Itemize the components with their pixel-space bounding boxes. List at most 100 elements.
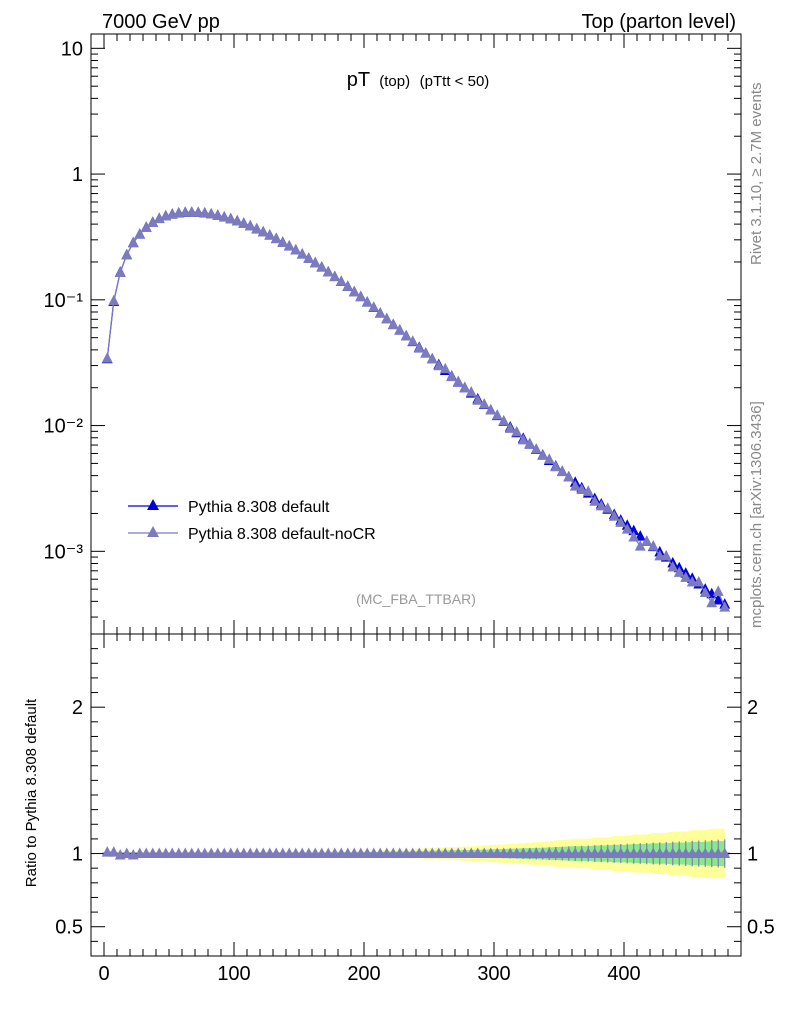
- point-nocr: [238, 217, 250, 228]
- point-nocr: [114, 266, 126, 278]
- point-default: [634, 530, 646, 541]
- legend: Pythia 8.308 default Pythia 8.308 defaul…: [128, 499, 376, 543]
- point-nocr: [127, 236, 139, 248]
- x-tick-label: 0: [98, 963, 109, 985]
- point-nocr: [394, 323, 406, 335]
- header-left: 7000 GeV pp: [102, 11, 220, 33]
- point-nocr: [498, 414, 510, 426]
- point-nocr: [615, 516, 627, 527]
- point-nocr: [699, 586, 711, 598]
- point-nocr: [478, 398, 490, 409]
- x-tick-label: 300: [477, 963, 510, 985]
- main-panel: 10 1 10⁻¹ 10⁻² 10⁻³: [44, 33, 742, 635]
- point-nocr: [530, 443, 542, 454]
- plot-title-main: pT: [347, 69, 370, 91]
- point-nocr: [387, 318, 399, 330]
- point-nocr: [257, 225, 269, 237]
- legend-label-nocr: Pythia 8.308 default-noCR: [188, 526, 376, 543]
- point-nocr: [374, 307, 386, 318]
- point-nocr: [205, 207, 217, 219]
- point-nocr: [192, 206, 204, 217]
- point-nocr: [355, 290, 367, 302]
- point-nocr: [576, 483, 588, 495]
- point-nocr: [361, 296, 373, 307]
- point-nocr: [244, 219, 256, 231]
- analysis-tag: (MC_FBA_TTBAR): [356, 591, 476, 607]
- plot-title-sub2: (pTtt < 50): [420, 73, 490, 90]
- point-nocr: [212, 209, 224, 220]
- point-nocr: [381, 312, 393, 324]
- point-nocr: [680, 571, 692, 582]
- point-nocr: [543, 453, 555, 464]
- point-nocr: [511, 425, 523, 437]
- point-nocr: [270, 232, 282, 244]
- point-nocr: [400, 329, 412, 341]
- y-tick-label: 10⁻²: [44, 416, 84, 438]
- point-default: [712, 594, 724, 605]
- point-nocr: [706, 596, 718, 608]
- point-nocr: [251, 222, 263, 234]
- point-nocr: [712, 585, 724, 596]
- point-nocr: [348, 285, 360, 297]
- point-nocr: [667, 561, 679, 572]
- point-nocr: [309, 256, 321, 268]
- plot-title: pT (top) (pTtt < 50): [347, 69, 490, 91]
- point-nocr: [556, 465, 568, 477]
- legend-label-default: Pythia 8.308 default: [188, 499, 330, 516]
- mcplots-label: mcplots.cern.ch [arXiv:1306.3436]: [748, 401, 765, 628]
- point-nocr: [329, 270, 341, 282]
- ratio-frame: [90, 633, 742, 957]
- point-nocr: [472, 394, 484, 405]
- point-nocr: [368, 301, 380, 312]
- ratio-tick-label-left: 1: [72, 844, 83, 866]
- ratio-tick-label-left: 2: [72, 697, 83, 719]
- ratio-panel: 2 2 1 1 0.5 0.5 0 100 200 300 400: [55, 633, 775, 985]
- point-nocr: [465, 385, 477, 397]
- plot-title-sub1: (top): [379, 73, 410, 90]
- point-nocr: [303, 252, 315, 263]
- ratio-tick-label-right: 0.5: [747, 917, 775, 939]
- point-nocr: [491, 409, 503, 420]
- point-nocr: [673, 566, 685, 577]
- y-tick-label: 10: [61, 38, 83, 60]
- point-nocr: [283, 239, 295, 251]
- point-nocr: [647, 540, 659, 551]
- point-nocr: [504, 422, 516, 433]
- point-nocr: [693, 576, 705, 587]
- point-nocr: [316, 261, 328, 272]
- y-tick-label: 10⁻³: [44, 541, 84, 563]
- point-nocr: [660, 549, 672, 561]
- legend-entry-default: Pythia 8.308 default: [128, 499, 330, 516]
- point-nocr: [413, 342, 425, 353]
- point-nocr: [628, 530, 640, 542]
- point-nocr: [641, 535, 653, 546]
- legend-marker-nocr: [147, 526, 159, 537]
- x-tick-label: 200: [347, 963, 380, 985]
- point-nocr: [342, 280, 354, 291]
- point-nocr: [608, 510, 620, 521]
- point-nocr: [218, 210, 230, 222]
- point-nocr: [621, 523, 633, 534]
- point-nocr: [439, 362, 451, 374]
- point-nocr: [225, 212, 237, 224]
- point-nocr: [101, 352, 113, 363]
- point-nocr: [335, 275, 347, 286]
- point-nocr: [277, 236, 289, 247]
- point-nocr: [407, 335, 419, 346]
- point-nocr: [459, 381, 471, 392]
- point-nocr: [634, 540, 646, 551]
- point-nocr: [446, 370, 458, 382]
- point-nocr: [524, 437, 536, 449]
- ratio-tick-label-left: 0.5: [55, 917, 83, 939]
- x-tick-label: 100: [217, 963, 250, 985]
- point-nocr: [582, 485, 594, 496]
- point-nocr: [563, 470, 575, 482]
- point-nocr: [719, 601, 731, 612]
- x-tick-label: 400: [607, 963, 640, 985]
- point-nocr: [485, 403, 497, 415]
- point-nocr: [121, 248, 133, 260]
- ratio-tick-label-right: 1: [747, 844, 758, 866]
- ratio-tick-label-right: 2: [747, 697, 758, 719]
- point-nocr: [296, 248, 308, 259]
- point-nocr: [140, 221, 152, 232]
